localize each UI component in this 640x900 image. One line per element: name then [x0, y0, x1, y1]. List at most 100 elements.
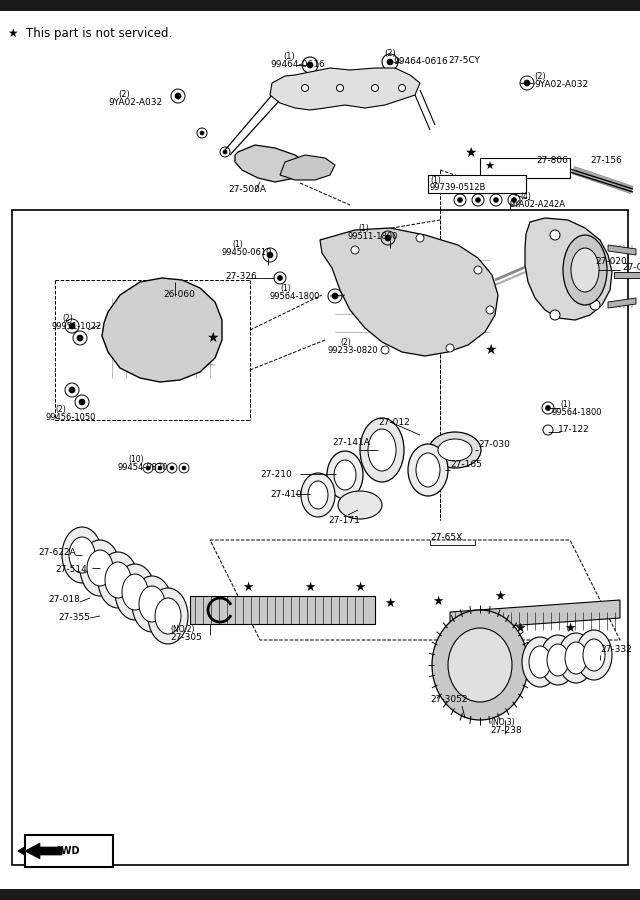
Circle shape	[269, 168, 271, 172]
Text: (1): (1)	[560, 400, 571, 409]
Circle shape	[351, 246, 359, 254]
Text: 27-326: 27-326	[225, 272, 257, 281]
Circle shape	[289, 166, 291, 169]
Text: 4WD: 4WD	[68, 849, 95, 859]
Ellipse shape	[327, 451, 363, 499]
Circle shape	[416, 234, 424, 242]
Text: 17-122: 17-122	[558, 425, 589, 434]
Ellipse shape	[368, 429, 396, 471]
Circle shape	[175, 93, 181, 99]
Text: 27-165: 27-165	[450, 460, 482, 469]
Text: (4): (4)	[520, 192, 531, 201]
Ellipse shape	[558, 633, 594, 683]
Text: 27-410: 27-410	[270, 490, 301, 499]
Circle shape	[493, 197, 499, 202]
Text: (2): (2)	[340, 338, 351, 347]
Ellipse shape	[563, 235, 607, 305]
Polygon shape	[608, 298, 636, 308]
Ellipse shape	[301, 473, 335, 517]
Circle shape	[200, 131, 204, 135]
Bar	[30, 838, 110, 866]
Polygon shape	[30, 843, 72, 861]
Circle shape	[524, 80, 530, 86]
Text: 9YA02-A032: 9YA02-A032	[108, 98, 162, 107]
Text: 27-305: 27-305	[170, 633, 202, 642]
Text: 99511-1800: 99511-1800	[348, 232, 398, 241]
Ellipse shape	[565, 642, 587, 674]
Circle shape	[337, 85, 344, 92]
Circle shape	[446, 344, 454, 352]
Circle shape	[545, 406, 550, 410]
Text: 27-806: 27-806	[536, 156, 568, 165]
Circle shape	[385, 235, 391, 241]
Ellipse shape	[334, 460, 356, 490]
Circle shape	[69, 323, 75, 329]
Polygon shape	[102, 278, 222, 382]
Polygon shape	[235, 145, 305, 182]
Text: (1): (1)	[283, 52, 295, 61]
Text: (1): (1)	[430, 176, 441, 185]
Text: (2): (2)	[384, 49, 396, 58]
Circle shape	[170, 466, 174, 470]
Ellipse shape	[448, 628, 512, 702]
Text: 99464-0616: 99464-0616	[270, 60, 324, 69]
Circle shape	[399, 85, 406, 92]
Ellipse shape	[432, 610, 528, 720]
Text: 27-171: 27-171	[328, 516, 360, 525]
Circle shape	[278, 275, 282, 281]
Polygon shape	[614, 272, 640, 278]
Circle shape	[306, 161, 314, 169]
Circle shape	[550, 230, 560, 240]
Text: 4WD: 4WD	[55, 846, 81, 856]
Text: ★: ★	[305, 581, 316, 594]
Polygon shape	[18, 845, 28, 857]
Circle shape	[543, 425, 553, 435]
Polygon shape	[608, 245, 636, 255]
Ellipse shape	[408, 444, 448, 496]
Text: 27-500A: 27-500A	[228, 185, 266, 194]
Polygon shape	[270, 68, 420, 110]
Text: 27-030: 27-030	[478, 440, 510, 449]
Text: ★  This part is not serviced.: ★ This part is not serviced.	[8, 27, 172, 40]
Ellipse shape	[429, 432, 481, 468]
Text: 99951-1022: 99951-1022	[52, 322, 102, 331]
Ellipse shape	[155, 598, 181, 634]
Polygon shape	[25, 843, 62, 859]
Text: (1): (1)	[232, 240, 243, 249]
Circle shape	[587, 255, 597, 265]
Circle shape	[476, 197, 481, 202]
Polygon shape	[320, 228, 498, 356]
Ellipse shape	[122, 574, 148, 610]
Text: ★: ★	[433, 595, 444, 608]
Text: (1): (1)	[280, 284, 291, 293]
Ellipse shape	[547, 644, 569, 676]
Text: 99564-1800: 99564-1800	[270, 292, 321, 301]
Text: 99564-1800: 99564-1800	[552, 408, 602, 417]
Text: ★: ★	[385, 597, 396, 610]
Circle shape	[308, 164, 312, 166]
Text: 99454-0830: 99454-0830	[118, 463, 168, 472]
Circle shape	[223, 150, 227, 154]
Ellipse shape	[308, 481, 328, 509]
Ellipse shape	[522, 637, 558, 687]
Ellipse shape	[115, 564, 155, 620]
Circle shape	[486, 306, 494, 314]
Text: (NO.3): (NO.3)	[490, 718, 515, 727]
Text: ★: ★	[464, 146, 476, 160]
Text: ★: ★	[484, 162, 494, 172]
Text: 9YA02-A242A: 9YA02-A242A	[510, 200, 566, 209]
Circle shape	[158, 466, 162, 470]
Text: 27-156: 27-156	[590, 156, 622, 165]
Text: 27-020: 27-020	[622, 264, 640, 273]
Text: ★: ★	[243, 581, 253, 594]
Text: 27-332: 27-332	[600, 645, 632, 654]
Ellipse shape	[69, 537, 95, 573]
Text: (2): (2)	[55, 405, 66, 414]
Text: 27-514: 27-514	[55, 565, 87, 574]
Polygon shape	[190, 596, 375, 624]
Text: (10): (10)	[128, 455, 143, 464]
Circle shape	[79, 399, 85, 405]
Ellipse shape	[338, 491, 382, 519]
Text: 99464-0616: 99464-0616	[393, 57, 448, 66]
Text: 27-622A: 27-622A	[38, 548, 76, 557]
